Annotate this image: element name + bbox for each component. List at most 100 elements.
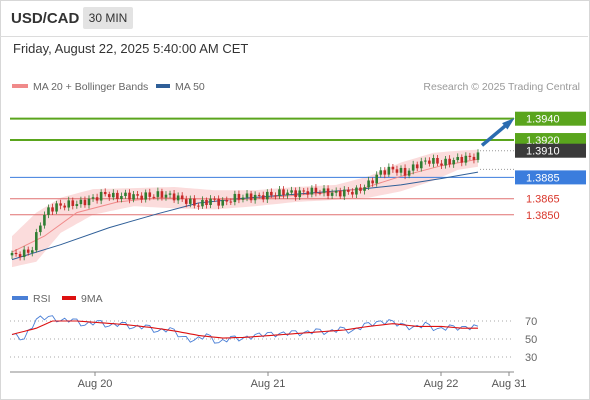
- forecast-arrow-head: [502, 118, 515, 130]
- candle: [419, 161, 423, 169]
- legend-9ma-swatch: [62, 296, 76, 300]
- candle: [359, 187, 362, 191]
- candle: [379, 170, 383, 175]
- candle: [83, 199, 87, 206]
- candle: [330, 192, 334, 196]
- timeframe-button[interactable]: 30 MIN: [83, 7, 133, 29]
- candle: [209, 198, 212, 205]
- candle: [213, 198, 216, 200]
- candle: [415, 164, 419, 169]
- level-tag-bg-1.3910: [515, 143, 586, 158]
- level-tag-bg-1.3920: [515, 133, 586, 148]
- candle: [411, 164, 415, 171]
- candle: [306, 191, 310, 195]
- candle: [403, 167, 407, 176]
- candle: [322, 188, 326, 193]
- candle: [43, 214, 46, 226]
- candle: [160, 191, 164, 198]
- candle: [302, 190, 306, 192]
- candle: [290, 190, 293, 193]
- rsi-9ma-line: [11, 320, 478, 339]
- candle: [387, 166, 391, 175]
- candle: [452, 160, 455, 165]
- candle: [314, 187, 318, 193]
- candle: [347, 189, 350, 192]
- candle: [371, 180, 374, 184]
- candle: [298, 190, 302, 198]
- candle: [351, 191, 354, 195]
- x-tick-label: Aug 21: [251, 378, 286, 390]
- bollinger-band-area: [12, 149, 478, 268]
- candle: [201, 199, 204, 207]
- legend-rsi-swatch: [12, 296, 28, 300]
- candle: [47, 207, 50, 215]
- candle: [448, 158, 451, 165]
- candle: [338, 190, 342, 197]
- level-tag-1.3850: 1.3850: [526, 210, 560, 222]
- rsi-tick-50: 50: [525, 334, 537, 346]
- candle: [14, 252, 18, 255]
- candle: [367, 180, 370, 188]
- candle: [26, 249, 30, 253]
- candle: [249, 193, 253, 201]
- candle: [132, 194, 135, 200]
- level-tag-bg-1.3940: [515, 111, 586, 126]
- candle: [18, 254, 22, 258]
- candle: [221, 200, 225, 206]
- candle: [128, 192, 131, 200]
- candle: [310, 187, 314, 195]
- rsi-line: [11, 315, 479, 344]
- candle: [278, 189, 281, 196]
- candle: [472, 156, 476, 160]
- candle: [172, 193, 176, 201]
- candle: [225, 200, 229, 202]
- candle: [95, 197, 99, 201]
- candle: [444, 158, 447, 166]
- chart-datetime: Friday, August 22, 2025 5:40:00 AM CET: [13, 41, 249, 56]
- candle: [180, 195, 184, 200]
- candle: [124, 192, 127, 197]
- candle: [383, 170, 387, 175]
- candle: [261, 195, 265, 200]
- candle: [326, 188, 330, 196]
- candle: [112, 192, 115, 198]
- candle: [168, 193, 172, 195]
- candle: [237, 193, 241, 200]
- x-tick-label: Aug 20: [78, 378, 113, 390]
- legend-9ma-label: 9MA: [81, 293, 103, 305]
- candle: [144, 192, 148, 200]
- candle: [245, 193, 249, 198]
- credit-label: Research © 2025 Trading Central: [423, 81, 580, 93]
- candle: [107, 194, 111, 198]
- candle: [39, 225, 42, 233]
- rsi-tick-70: 70: [525, 316, 537, 328]
- candle: [188, 198, 192, 204]
- candle: [120, 196, 123, 199]
- candle: [432, 157, 435, 164]
- symbol-label: USD/CAD: [11, 10, 80, 27]
- level-tag-1.3910: 1.3910: [526, 146, 560, 158]
- legend-ma20-swatch: [12, 84, 28, 88]
- candle: [30, 250, 34, 253]
- candle: [476, 152, 480, 160]
- candle: [436, 157, 439, 164]
- candle: [164, 194, 168, 198]
- candle: [148, 192, 152, 197]
- x-tick-label: Aug 22: [424, 378, 459, 390]
- candle: [253, 194, 257, 201]
- candle: [375, 174, 378, 184]
- candle: [217, 198, 220, 206]
- candle: [241, 197, 245, 200]
- candle: [55, 203, 58, 212]
- legend-ma50-swatch: [156, 84, 170, 88]
- candle: [71, 200, 75, 206]
- candle: [428, 160, 431, 164]
- candle: [460, 157, 464, 163]
- candle: [363, 187, 366, 191]
- chart-header: USD/CAD 30 MIN: [0, 0, 588, 37]
- candle: [22, 249, 26, 258]
- candle: [197, 205, 200, 207]
- candle: [257, 194, 261, 196]
- candle: [205, 199, 208, 205]
